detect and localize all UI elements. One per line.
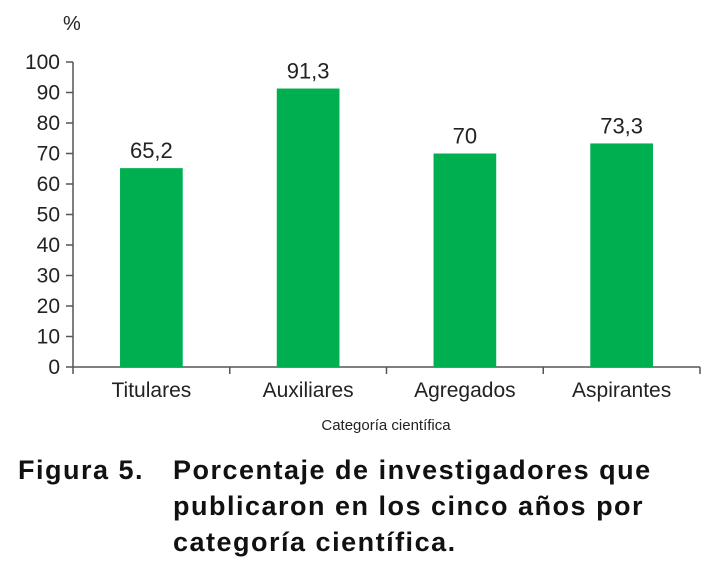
bar-value-label: 91,3 bbox=[287, 59, 330, 84]
y-tick-label: 0 bbox=[48, 356, 60, 379]
y-tick-label: 90 bbox=[37, 82, 60, 105]
y-tick-label: 40 bbox=[37, 234, 60, 257]
x-axis: Titulares Auxiliares Agregados Aspirantes bbox=[72, 366, 701, 402]
y-tick-label: 30 bbox=[37, 265, 60, 288]
x-category-label: Titulares bbox=[112, 379, 192, 402]
bar bbox=[433, 153, 497, 367]
bar bbox=[590, 143, 653, 367]
y-tick-label: 10 bbox=[37, 326, 60, 349]
y-axis-unit-label: % bbox=[63, 13, 81, 35]
bar bbox=[120, 168, 183, 367]
bar-value-label: 70 bbox=[453, 124, 477, 149]
y-tick-label: 70 bbox=[37, 143, 60, 166]
x-category-label: Auxiliares bbox=[263, 379, 354, 402]
caption-label: Figura 5. bbox=[18, 455, 145, 485]
bar-value-label: 65,2 bbox=[130, 138, 173, 163]
bar-chart: % 0 10 20 30 40 50 60 70 80 90 100 Titulares Auxili… bbox=[25, 13, 701, 434]
x-category-label: Aspirantes bbox=[572, 379, 671, 402]
y-axis: 0 10 20 30 40 50 60 70 80 90 100 bbox=[25, 51, 74, 379]
y-tick-label: 80 bbox=[37, 112, 60, 135]
y-tick-label: 50 bbox=[37, 204, 60, 227]
y-tick-label: 100 bbox=[25, 51, 60, 74]
x-axis-title: Categoría científica bbox=[321, 417, 451, 434]
x-category-label: Agregados bbox=[414, 379, 516, 402]
caption-text: Porcentaje de investigadores que publica… bbox=[173, 455, 652, 557]
bars-group: 65,2 91,3 70 73,3 bbox=[120, 59, 653, 367]
bar-value-label: 73,3 bbox=[600, 113, 643, 138]
y-tick-label: 60 bbox=[37, 173, 60, 196]
y-tick-label: 20 bbox=[37, 295, 60, 318]
bar bbox=[276, 88, 340, 367]
